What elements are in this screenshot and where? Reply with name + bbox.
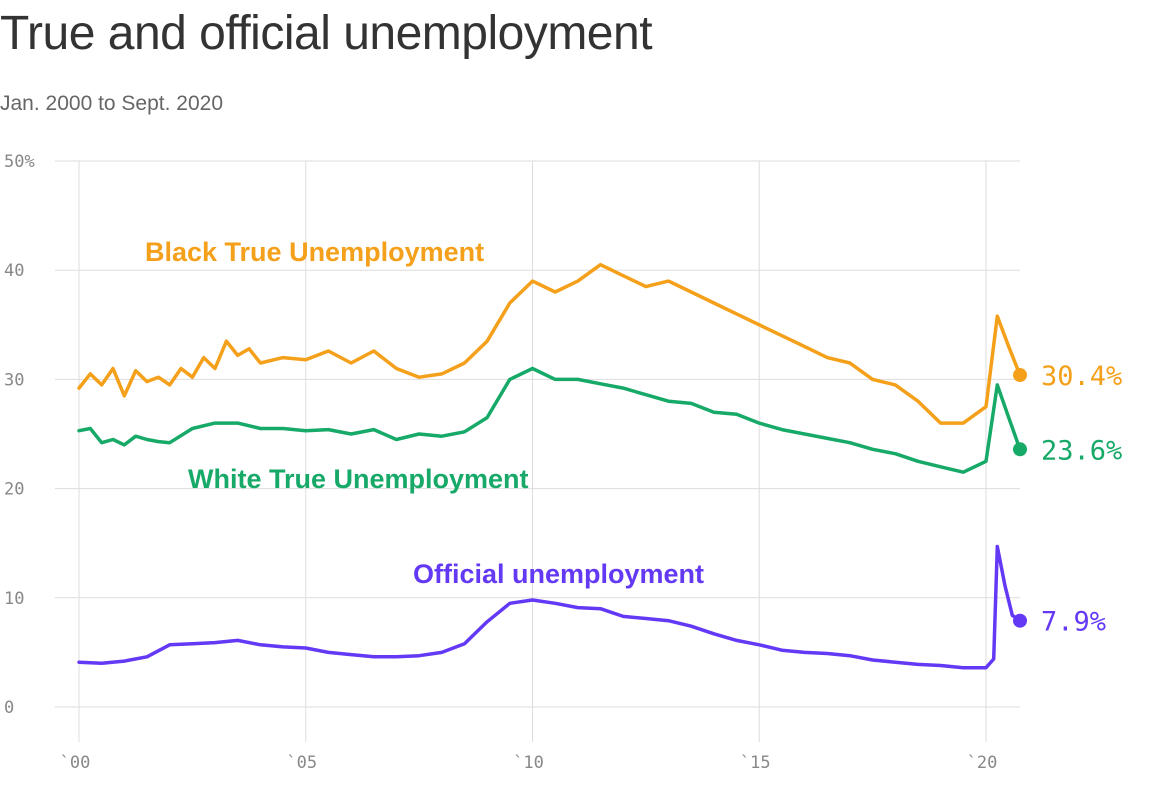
series-end-label-0: 30.4% bbox=[1041, 361, 1122, 392]
series-end-marker-0 bbox=[1013, 368, 1027, 383]
y-tick-label: 10 bbox=[4, 589, 24, 609]
x-axis: `00 `05 `10 `15 `20 bbox=[60, 753, 998, 773]
x-tick-label: `05 bbox=[286, 753, 317, 773]
x-tick-label: `10 bbox=[513, 753, 544, 773]
y-tick-label: 30 bbox=[4, 370, 24, 390]
series-line-0 bbox=[77, 262, 1022, 425]
series-name-label-2: Official unemployment bbox=[413, 559, 704, 589]
series-group: 30.4% Black True Unemployment 23.6% White T… bbox=[77, 237, 1122, 670]
series-end-label-1: 23.6% bbox=[1041, 435, 1122, 466]
series-line-2 bbox=[77, 544, 1022, 670]
chart-subtitle: Jan. 2000 to Sept. 2020 bbox=[0, 92, 224, 115]
series-line-1 bbox=[77, 366, 1022, 474]
x-tick-label: `20 bbox=[967, 753, 998, 773]
chart-grid bbox=[55, 160, 1020, 742]
series-end-label-2: 7.9% bbox=[1041, 607, 1106, 638]
series-name-label-1: White True Unemployment bbox=[188, 464, 529, 494]
y-tick-label: 40 bbox=[4, 261, 24, 281]
chart-title: True and official unemployment bbox=[0, 7, 653, 60]
y-tick-label: 50% bbox=[4, 152, 35, 172]
series-end-marker-1 bbox=[1013, 442, 1027, 457]
y-tick-label: 20 bbox=[4, 480, 24, 500]
x-tick-label: `00 bbox=[60, 753, 91, 773]
series-name-label-0: Black True Unemployment bbox=[145, 237, 484, 267]
series-end-marker-2 bbox=[1013, 613, 1027, 628]
y-tick-label: 0 bbox=[4, 698, 14, 718]
x-tick-label: `15 bbox=[740, 753, 771, 773]
y-axis: 0 10 20 30 40 50% bbox=[4, 152, 35, 718]
